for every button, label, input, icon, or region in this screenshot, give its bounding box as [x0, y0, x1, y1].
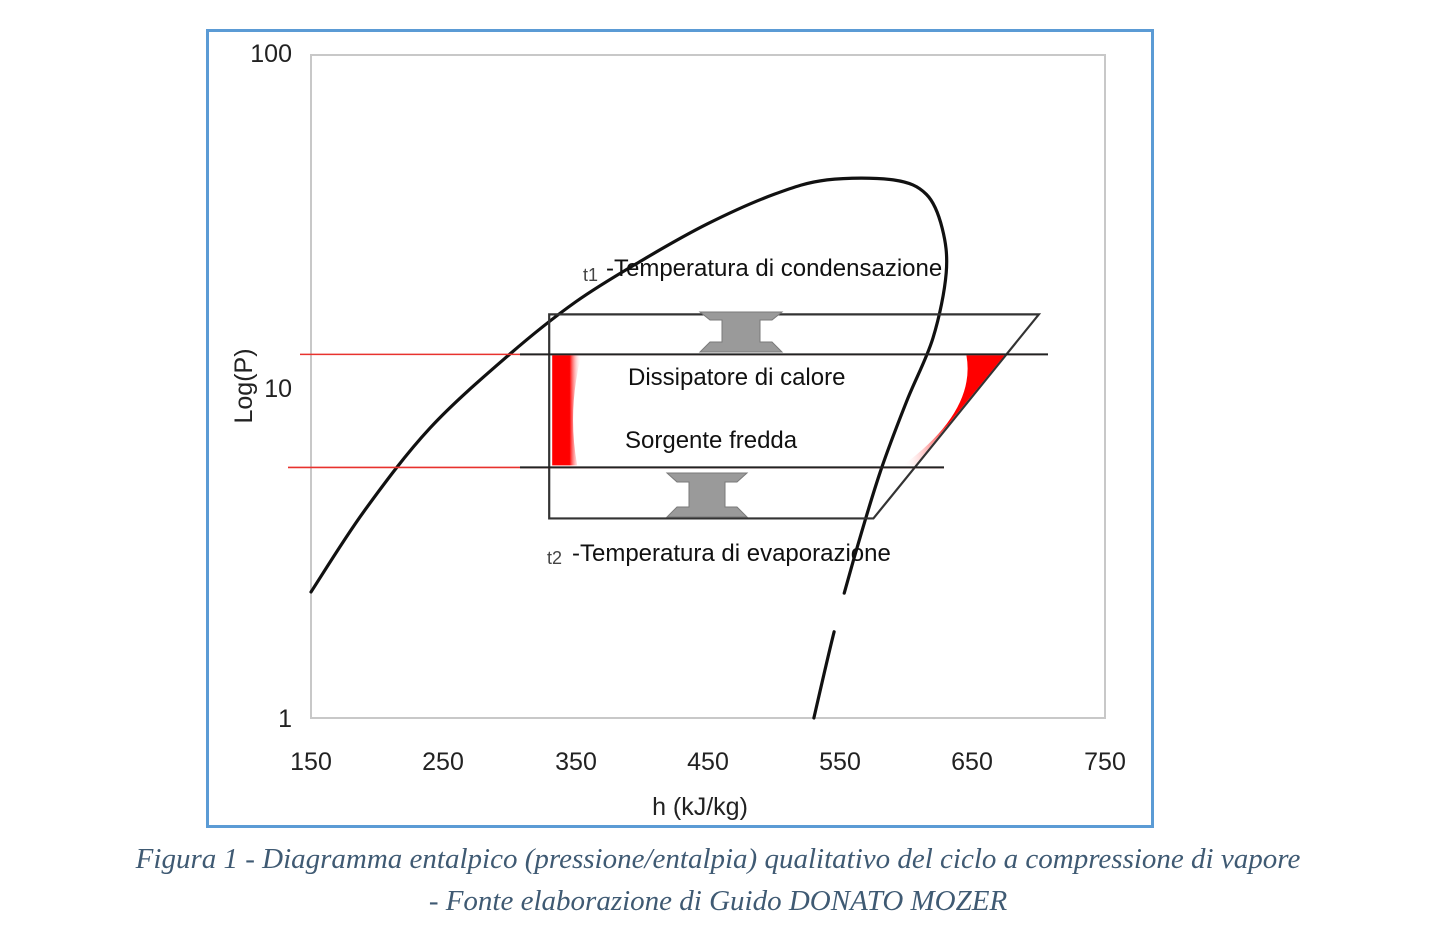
plot-area [310, 54, 1106, 719]
x-tick-label: 450 [687, 748, 729, 776]
y-tick-label: 1 [278, 705, 292, 733]
x-tick-label: 650 [951, 748, 993, 776]
figure-frame [206, 29, 1154, 828]
caption-line-2: - Fonte elaborazione di Guido DONATO MOZ… [428, 885, 1008, 917]
t1-label: t1 [583, 265, 598, 285]
x-tick-label: 150 [290, 748, 332, 776]
cycle-outline [548, 313, 1042, 520]
enthalpy-diagram: 100 10 1 150 250 350 450 550 650 750 h (… [230, 40, 1126, 821]
source-label: Sorgente fredda [625, 427, 798, 454]
figure-caption: Figura 1 - Diagramma entalpico (pression… [0, 838, 1436, 922]
t2-label: t2 [547, 548, 562, 568]
x-axis-title: h (kJ/kg) [652, 793, 748, 821]
condensation-label: -Temperatura di condensazione [606, 255, 942, 282]
red-area-left [552, 355, 582, 466]
x-tick-label: 350 [555, 748, 597, 776]
evaporation-label: -Temperatura di evaporazione [572, 540, 891, 567]
y-tick-label: 10 [264, 375, 292, 403]
y-axis-title: Log(P) [230, 348, 258, 423]
x-tick-label: 750 [1084, 748, 1126, 776]
red-area-right [902, 355, 1005, 466]
dissipator-label: Dissipatore di calore [628, 364, 845, 391]
caption-line-1: Figura 1 - Diagramma entalpico (pression… [135, 843, 1301, 875]
arrow-condensation [698, 311, 784, 353]
x-tick-label: 250 [422, 748, 464, 776]
x-tick-label: 550 [819, 748, 861, 776]
arrow-evaporation [665, 472, 749, 518]
saturation-dome-curve [309, 176, 949, 720]
y-tick-label: 100 [250, 40, 292, 68]
